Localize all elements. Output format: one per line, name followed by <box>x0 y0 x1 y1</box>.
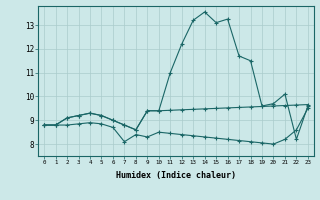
X-axis label: Humidex (Indice chaleur): Humidex (Indice chaleur) <box>116 171 236 180</box>
